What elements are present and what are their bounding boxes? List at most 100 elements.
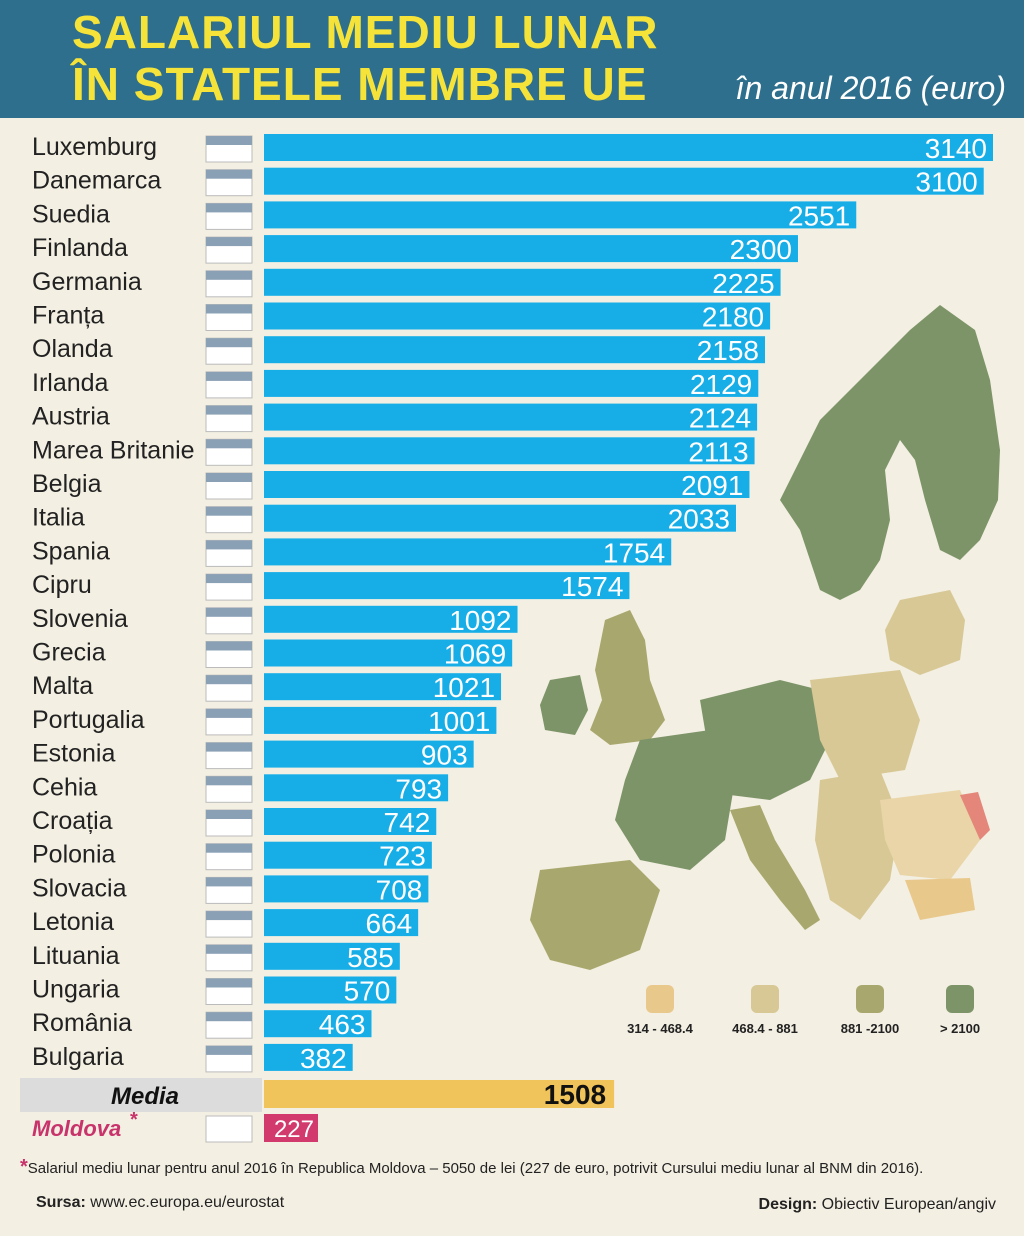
country-label-suedia: Suedia (32, 200, 110, 228)
map-poland (810, 670, 920, 780)
design-text: Obiectiv European/angiv (821, 1196, 996, 1213)
flag-stripe-spania (206, 540, 252, 550)
bar-croatia (264, 808, 437, 835)
map-finland (930, 360, 998, 550)
country-label-franta: Franța (32, 302, 104, 330)
bar-value-romania: 463 (319, 1009, 366, 1040)
bar-belgia (264, 471, 750, 498)
country-label-belgia: Belgia (32, 470, 102, 498)
source-label: Sursa: (36, 1194, 86, 1211)
country-label-ungaria: Ungaria (32, 976, 120, 1004)
bar-value-cehia: 793 (395, 773, 442, 804)
country-label-luxemburg: Luxemburg (32, 133, 157, 161)
country-label-cipru: Cipru (32, 571, 92, 599)
media-label-bg (20, 1078, 262, 1112)
bar-value-spania: 1754 (603, 537, 665, 568)
bar-marea-britanie (264, 437, 755, 465)
bar-portugalia (264, 706, 497, 734)
bar-lituania (264, 942, 400, 970)
flag-stripe-olanda (206, 338, 252, 348)
bar-value-finlanda: 2300 (730, 234, 792, 265)
bar-value-moldova: 227 (274, 1116, 314, 1143)
flag-icon-moldova (205, 1115, 253, 1143)
flag-stripe-malta (206, 675, 252, 685)
bar-slovenia (264, 605, 518, 633)
bar-irlanda (264, 369, 759, 397)
map-central (700, 680, 830, 800)
source-url: www.ec.europa.eu/eurostat (90, 1194, 285, 1211)
footnote: *Salariul mediu lunar pentru anul 2016 î… (20, 1156, 923, 1179)
flag-stripe-grecia (206, 641, 252, 651)
bar-germania (264, 268, 781, 296)
bar-letonia (264, 909, 419, 937)
country-label-austria: Austria (32, 403, 110, 431)
map-romania (880, 790, 980, 880)
flag-stripe-luxemburg (206, 136, 252, 145)
bar-value-letonia: 664 (365, 908, 412, 939)
legend-label-3: 881 -2100 (840, 1021, 900, 1036)
chart-title-line2: ÎN STATELE MEMBRE UE (72, 58, 648, 110)
bar-cipru (264, 572, 630, 600)
country-label-romania: România (32, 1009, 132, 1037)
bar-romania (264, 1010, 372, 1038)
flag-stripe-belgia (206, 473, 252, 482)
design-credit: Design: Obiectiv European/angiv (759, 1196, 996, 1214)
flag-stripe-cehia (206, 776, 252, 786)
country-label-finlanda: Finlanda (32, 234, 128, 262)
bar-media (264, 1080, 615, 1108)
chart-title-line1: SALARIUL MEDIU LUNAR (72, 6, 659, 58)
bar-value-grecia: 1069 (444, 639, 506, 670)
flag-stripe-portugalia (206, 708, 252, 718)
flag-stripe-lituania (206, 944, 252, 954)
flag-stripe-romania (206, 1012, 252, 1022)
country-label-slovacia: Slovacia (32, 874, 127, 902)
bar-value-belgia: 2091 (681, 470, 743, 501)
flag-stripe-finlanda (206, 237, 252, 247)
legend-item-2: 468.4 - 881 (715, 985, 815, 1036)
bar-value-luxemburg: 3140 (925, 133, 987, 164)
flag-stripe-estonia (206, 742, 252, 752)
flag-stripe-suedia (206, 203, 252, 213)
flag-stripe-irlanda (206, 371, 252, 381)
country-label-grecia: Grecia (32, 639, 106, 667)
bar-value-slovacia: 708 (376, 874, 423, 905)
flag-stripe-letonia (206, 911, 252, 921)
legend-swatch-4 (946, 985, 974, 1013)
country-label-polonia: Polonia (32, 841, 115, 869)
bar-finlanda (264, 235, 798, 263)
bar-moldova (264, 1114, 318, 1142)
chart-subtitle: în anul 2016 (euro) (735, 70, 1006, 106)
flag-stripe-marea-britanie (206, 439, 252, 449)
flag-stripe-slovenia (206, 607, 252, 617)
bar-spania (264, 538, 672, 566)
moldova-label: Moldova (32, 1116, 121, 1141)
bar-value-ungaria: 570 (344, 976, 391, 1007)
country-label-italia: Italia (32, 504, 85, 532)
design-label: Design: (758, 1196, 818, 1213)
country-label-lituania: Lituania (32, 942, 120, 970)
flag-stripe-ungaria (206, 978, 252, 988)
flag-stripe-franta (206, 304, 252, 314)
bar-value-croatia: 742 (384, 807, 431, 838)
map-moldova (960, 792, 990, 840)
bar-italia (264, 504, 736, 532)
bar-danemarca (264, 167, 984, 195)
bar-grecia (264, 639, 513, 667)
country-label-cehia: Cehia (32, 773, 97, 801)
bar-bulgaria (264, 1043, 353, 1071)
country-label-germania: Germania (32, 268, 142, 296)
bar-value-media: 1508 (544, 1079, 606, 1110)
bar-estonia (264, 740, 474, 768)
bar-austria (264, 403, 758, 431)
legend-swatch-3 (856, 985, 884, 1013)
country-label-portugalia: Portugalia (32, 706, 145, 734)
map-baltics (885, 590, 965, 675)
bar-value-italia: 2033 (668, 504, 730, 535)
bar-value-slovenia: 1092 (449, 605, 511, 636)
bar-suedia (264, 201, 857, 229)
legend-label-1: 314 - 468.4 (627, 1021, 693, 1036)
bar-value-suedia: 2551 (788, 200, 850, 231)
source-line: Sursa: www.ec.europa.eu/eurostat (36, 1194, 284, 1212)
bar-value-germania: 2225 (712, 268, 774, 299)
